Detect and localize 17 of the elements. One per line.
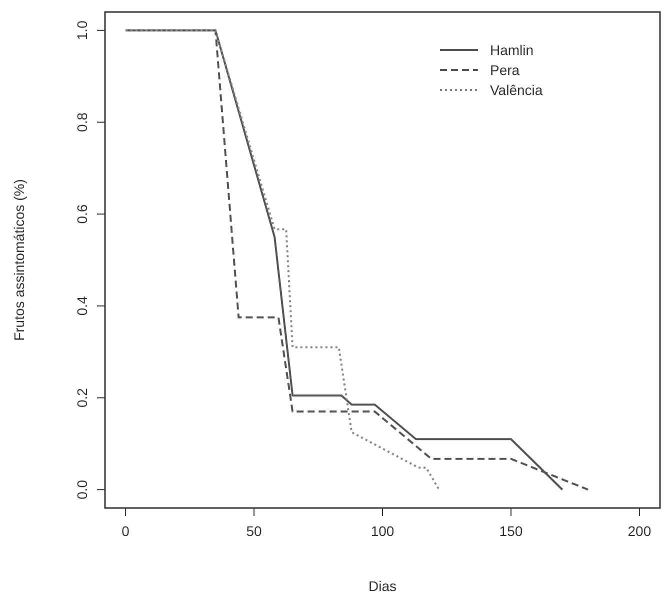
x-tick-label: 200 (628, 523, 652, 539)
y-tick-label: 0.0 (74, 480, 90, 500)
line-series (124, 29, 440, 491)
y-tick-label: 0.6 (74, 204, 90, 224)
x-axis-title: Dias (368, 578, 397, 594)
legend-label: Hamlin (490, 42, 534, 58)
x-tick-label: 100 (370, 523, 394, 539)
y-tick-label: 0.4 (74, 296, 90, 316)
legend-label: Pera (490, 62, 520, 78)
y-tick-label: 0.2 (74, 388, 90, 408)
legend-label: Valência (490, 82, 543, 98)
x-tick-label: 150 (499, 523, 523, 539)
y-tick-label: 0.8 (74, 112, 90, 132)
y-tick-label: 1.0 (74, 20, 90, 40)
x-tick-label: 50 (246, 523, 262, 539)
x-tick-label: 0 (122, 523, 130, 539)
y-axis-title: Frutos assintomáticos (%) (11, 179, 27, 341)
